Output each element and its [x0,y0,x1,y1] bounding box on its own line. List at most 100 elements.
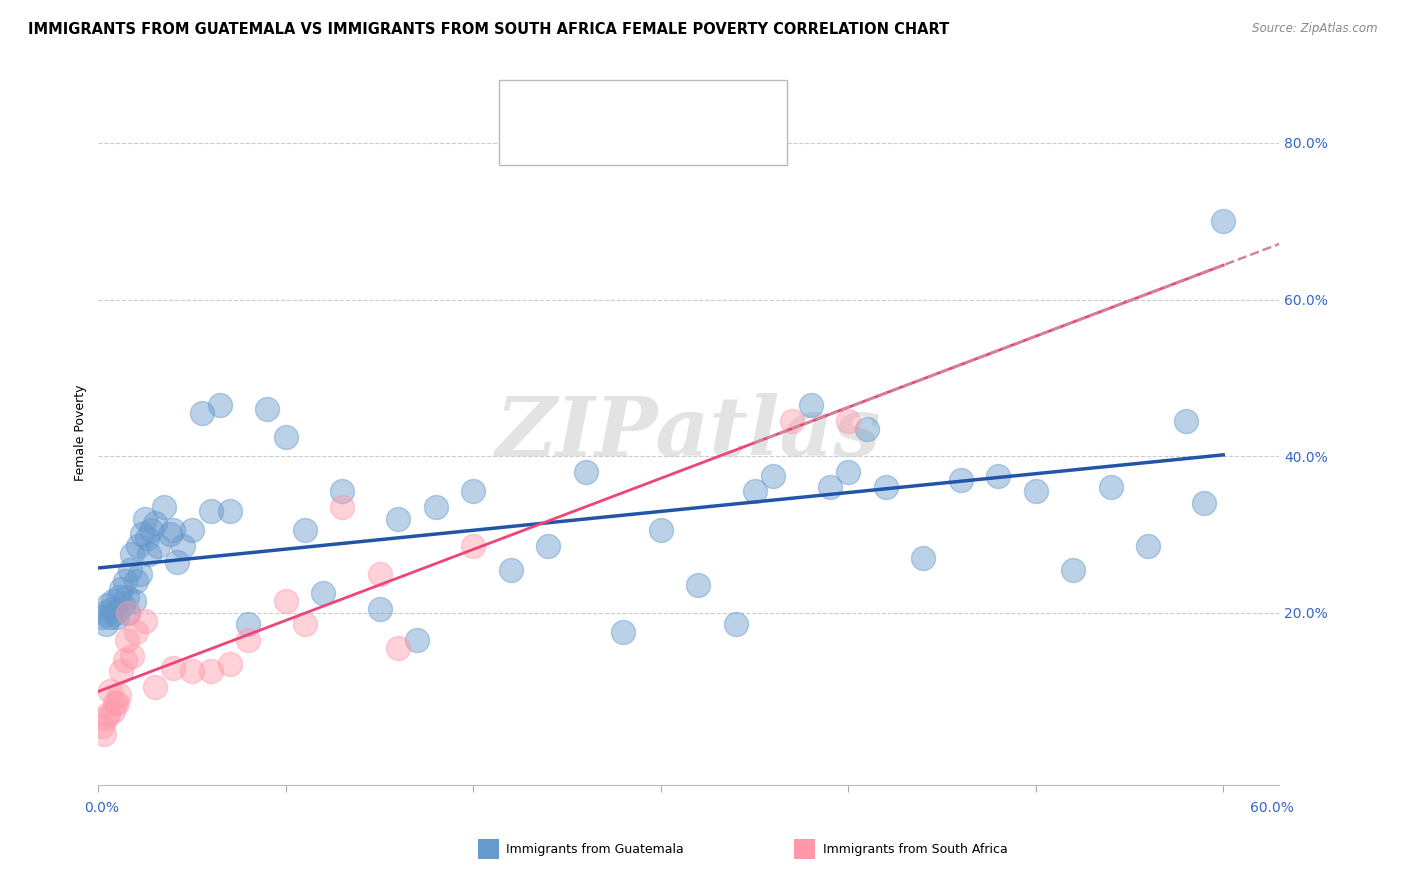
Point [209,398,232,412]
Point [181,665,204,679]
Point [256,402,278,417]
Point [537,539,560,553]
Point [138,547,160,561]
Point [368,601,391,615]
Point [724,617,747,632]
Point [128,566,150,581]
Point [200,665,222,679]
Point [856,422,879,436]
Point [1174,414,1197,428]
Point [131,527,153,541]
Point [104,606,127,620]
Point [406,633,429,648]
Point [115,633,138,648]
Point [274,594,297,608]
Point [650,524,672,538]
Point [108,688,131,702]
Point [97,598,120,612]
Point [800,398,823,412]
Point [294,617,316,632]
Point [218,504,240,518]
Point [575,465,598,479]
Point [949,473,972,487]
Text: 0.584: 0.584 [591,136,638,151]
Point [91,609,114,624]
Point [330,484,353,499]
Text: N =: N = [651,136,695,151]
Point [181,524,204,538]
Point [98,609,121,624]
Text: R =: R = [555,136,589,151]
Point [368,566,391,581]
Text: N =: N = [651,99,695,113]
Point [166,555,188,569]
Point [117,606,139,620]
Point [97,707,120,722]
Point [110,582,132,597]
Point [125,574,148,589]
Point [425,500,447,514]
Point [121,547,143,561]
Point [387,512,409,526]
Point [114,653,136,667]
Point [274,429,297,443]
Text: 60.0%: 60.0% [1250,801,1295,814]
Point [200,504,222,518]
Point [93,727,115,741]
Point [105,609,128,624]
Point [612,625,634,640]
Point [108,590,131,604]
Point [148,539,170,553]
Point [238,617,260,632]
Point [499,563,522,577]
Point [218,657,240,671]
Point [139,524,162,538]
Point [159,527,181,541]
Point [190,406,212,420]
Point [837,414,859,428]
Point [1212,214,1234,228]
Point [134,512,156,526]
Point [875,480,897,494]
Point [103,704,125,718]
Point [330,500,353,514]
Point [143,516,166,530]
Point [117,606,139,620]
Text: IMMIGRANTS FROM GUATEMALA VS IMMIGRANTS FROM SOUTH AFRICA FEMALE POVERTY CORRELA: IMMIGRANTS FROM GUATEMALA VS IMMIGRANTS … [28,22,949,37]
Point [162,524,184,538]
Point [104,696,127,710]
Point [114,574,136,589]
Point [837,465,859,479]
Point [143,680,166,694]
Text: 0.498: 0.498 [591,99,638,113]
Point [312,586,335,600]
Text: R =: R = [555,99,589,113]
Point [780,414,803,428]
Point [103,594,125,608]
Point [110,665,132,679]
Point [1099,480,1122,494]
Point [1025,484,1047,499]
Point [94,617,117,632]
Point [1137,539,1160,553]
Point [238,633,260,648]
Point [912,550,935,565]
Point [744,484,766,499]
Point [294,524,316,538]
Point [125,625,148,640]
Point [111,598,134,612]
Point [115,590,138,604]
Point [463,484,485,499]
Point [120,563,142,577]
Text: Immigrants from Guatemala: Immigrants from Guatemala [506,843,683,855]
Point [105,696,128,710]
Text: 73: 73 [695,99,716,113]
Point [93,606,115,620]
Point [688,578,710,592]
Text: ZIPatlas: ZIPatlas [496,392,882,473]
Y-axis label: Female Poverty: Female Poverty [75,384,87,481]
Point [98,684,121,698]
Point [127,539,149,553]
Point [1062,563,1084,577]
Point [100,601,122,615]
